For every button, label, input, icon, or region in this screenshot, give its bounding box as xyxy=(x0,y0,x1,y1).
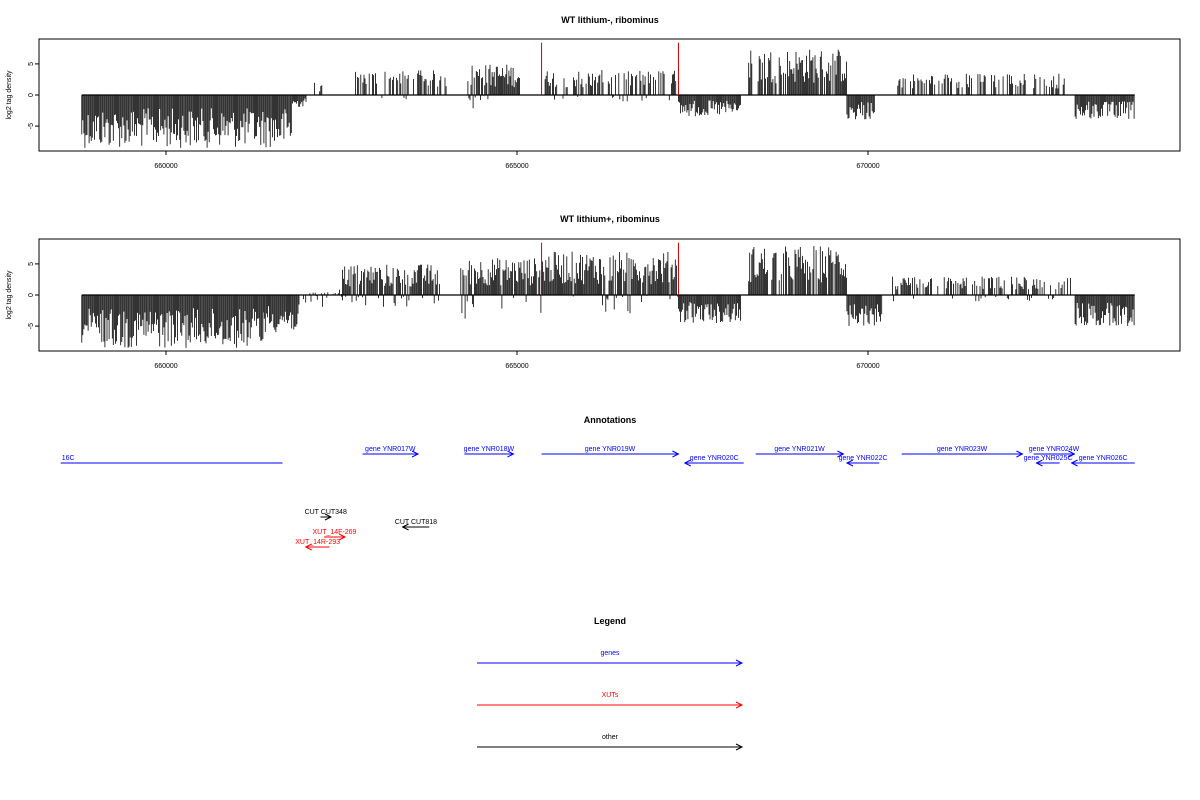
legend: Legend genes XUTs other xyxy=(477,616,744,751)
marker-lines xyxy=(541,42,679,95)
y-tick-label: 0 xyxy=(28,293,35,297)
y-axis-label: log2 tag density xyxy=(6,270,13,320)
legend-item: genes xyxy=(477,650,744,667)
feature-label: gene YNR020C xyxy=(690,455,739,462)
arrow-head-icon xyxy=(1016,450,1024,458)
x-axis-ticks: 660000 665000 670000 xyxy=(154,151,880,170)
x-tick-label: 670000 xyxy=(856,163,879,170)
feature-label: gene YNR021W xyxy=(774,446,825,453)
y-tick-label: 5 xyxy=(28,262,35,266)
marker-lines xyxy=(541,242,679,295)
density-bar-path xyxy=(81,246,1135,348)
x-tick-label: 665000 xyxy=(505,163,528,170)
annotation-feature[interactable]: gene YNR023W xyxy=(901,446,1024,458)
feature-label: gene YNR017W xyxy=(365,446,416,453)
feature-label: gene YNR019W xyxy=(585,446,636,453)
arrow-head-icon xyxy=(735,701,744,709)
annotation-feature[interactable]: XUT_14R-293 xyxy=(295,539,340,551)
annotation-feature[interactable]: gene YNR017W xyxy=(362,446,420,458)
legend-label: genes xyxy=(600,650,620,657)
feature-label: XUT_14F-269 xyxy=(312,529,356,536)
annotations-track: Annotations 16C gene YNR017W gene YNR018W g… xyxy=(60,415,1135,551)
feature-label: XUT_14R-293 xyxy=(295,539,340,546)
annotation-feature[interactable]: gene YNR019W xyxy=(541,446,680,458)
annotation-features: 16C gene YNR017W gene YNR018W gene YNR019W g… xyxy=(60,446,1135,551)
feature-label: gene YNR024W xyxy=(1029,446,1080,453)
density-panel-lithium-minus: WT lithium-, ribominus log2 tag density … xyxy=(6,15,1181,170)
legend-item: other xyxy=(477,734,744,751)
annotations-title: Annotations xyxy=(584,415,637,425)
feature-label: CUT CUT818 xyxy=(395,519,437,526)
annotation-feature[interactable]: gene YNR020C xyxy=(683,455,744,467)
arrow-head-icon xyxy=(845,459,854,467)
x-axis-ticks: 660000 665000 670000 xyxy=(154,351,880,370)
annotation-feature[interactable]: gene YNR024W xyxy=(1029,446,1080,458)
arrow-head-icon xyxy=(837,450,845,458)
y-tick-label: 0 xyxy=(28,93,35,97)
arrow-head-icon xyxy=(507,450,515,458)
x-tick-label: 660000 xyxy=(154,163,177,170)
annotation-feature[interactable]: CUT CUT348 xyxy=(305,509,347,521)
y-tick-label: -5 xyxy=(28,323,35,329)
feature-label: gene YNR023W xyxy=(937,446,988,453)
feature-label: gene YNR022C xyxy=(839,455,888,462)
annotation-feature[interactable]: CUT CUT818 xyxy=(395,519,437,531)
arrow-head-icon xyxy=(304,543,312,551)
y-axis-ticks: -5 0 5 xyxy=(28,262,39,329)
arrow-head-icon xyxy=(1070,459,1078,467)
x-tick-label: 665000 xyxy=(505,363,528,370)
arrow-head-icon xyxy=(411,450,420,458)
density-bars xyxy=(81,246,1135,348)
x-tick-label: 670000 xyxy=(856,363,879,370)
legend-item: XUTs xyxy=(477,692,744,709)
y-tick-label: 5 xyxy=(28,62,35,66)
annotation-feature[interactable]: gene YNR018W xyxy=(464,446,515,458)
legend-items: genes XUTs other xyxy=(477,650,744,751)
panel-title: WT lithium+, ribominus xyxy=(560,214,660,224)
feature-label: CUT CUT348 xyxy=(305,509,347,516)
arrow-head-icon xyxy=(338,533,347,541)
feature-label: gene YNR026C xyxy=(1079,455,1128,462)
density-bar-path xyxy=(81,49,1135,148)
annotation-feature[interactable]: gene YNR021W xyxy=(755,446,845,458)
arrow-head-icon xyxy=(324,513,333,521)
annotation-feature[interactable]: gene YNR026C xyxy=(1070,455,1135,467)
arrow-head-icon xyxy=(735,659,744,667)
feature-label: gene YNR025C xyxy=(1024,455,1073,462)
density-bars xyxy=(81,49,1135,148)
legend-title: Legend xyxy=(594,616,626,626)
arrow-head-icon xyxy=(683,459,692,467)
legend-label: other xyxy=(602,734,619,741)
annotation-feature[interactable]: gene YNR025C xyxy=(1024,455,1073,467)
arrow-head-icon xyxy=(735,743,744,751)
arrow-head-icon xyxy=(1068,450,1076,458)
y-tick-label: -5 xyxy=(28,123,35,129)
arrow-head-icon xyxy=(401,523,409,531)
arrow-head-icon xyxy=(672,450,680,458)
arrow-head-icon xyxy=(1035,459,1043,467)
feature-label: gene YNR018W xyxy=(464,446,515,453)
feature-label: 16C xyxy=(62,455,75,462)
panel-title: WT lithium-, ribominus xyxy=(561,15,659,25)
density-panel-lithium-plus: WT lithium+, ribominus log2 tag density … xyxy=(6,214,1181,370)
x-tick-label: 660000 xyxy=(154,363,177,370)
legend-label: XUTs xyxy=(602,692,619,699)
annotation-feature[interactable]: gene YNR022C xyxy=(839,455,888,467)
y-axis-ticks: -5 0 5 xyxy=(28,62,39,129)
y-axis-label: log2 tag density xyxy=(6,70,13,120)
annotation-feature[interactable]: 16C xyxy=(60,455,283,464)
annotation-feature[interactable]: XUT_14F-269 xyxy=(312,529,357,541)
